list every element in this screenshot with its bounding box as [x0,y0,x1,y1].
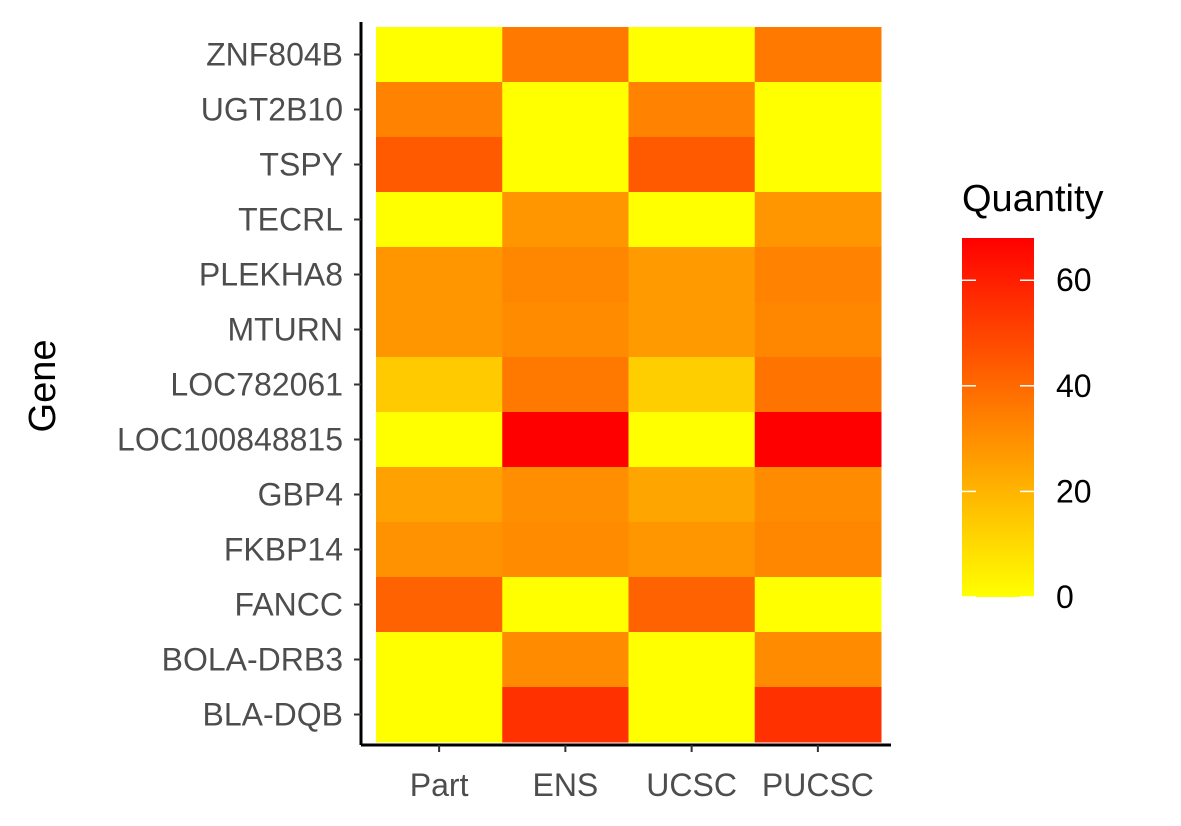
heatmap-cell [755,522,882,578]
heatmap-cells [376,27,882,743]
heatmap-cell [755,467,882,523]
y-tick-label: LOC100848815 [117,422,343,458]
heatmap-cell [376,357,503,413]
legend-tick-label: 20 [1056,473,1092,509]
y-tick-label: LOC782061 [170,367,343,403]
y-tick-label: FANCC [235,587,343,623]
heatmap-cell [376,27,503,83]
heatmap-cell [755,687,882,743]
heatmap-cell [376,522,503,578]
heatmap-cell [502,632,629,688]
heatmap-cell [502,27,629,83]
heatmap-cell [502,357,629,413]
heatmap-cell [629,192,756,248]
y-tick-label: TECRL [238,202,343,238]
heatmap-cell [755,302,882,358]
heatmap-cell [502,412,629,468]
heatmap-cell [502,687,629,743]
heatmap-cell [629,27,756,83]
legend-tick-label: 0 [1056,579,1074,615]
heatmap-cell [629,82,756,138]
heatmap-cell [502,302,629,358]
heatmap-cell [502,522,629,578]
heatmap-cell [376,192,503,248]
heatmap-cell [376,412,503,468]
legend-colorbar [962,238,1034,597]
heatmap-cell [376,687,503,743]
x-tick-label: Part [410,767,469,803]
heatmap-cell [755,137,882,193]
heatmap-cell [502,247,629,303]
heatmap-cell [755,192,882,248]
y-axis-ticks: ZNF804B UGT2B10 TSPY TECRL PLEKHA8 MTURN LOC78… [117,37,361,733]
y-tick-label: MTURN [227,312,343,348]
heatmap-cell [502,467,629,523]
legend-tick-label: 60 [1056,262,1092,298]
heatmap-cell [376,137,503,193]
heatmap-cell [502,137,629,193]
heatmap-cell [629,302,756,358]
y-tick-label: GBP4 [258,477,343,513]
heatmap-cell [755,27,882,83]
heatmap-cell [502,82,629,138]
heatmap-cell [629,632,756,688]
heatmap-cell [629,247,756,303]
x-axis-ticks: Part ENS UCSC PUCSC [410,745,874,803]
heatmap-cell [755,412,882,468]
heatmap-cell [629,522,756,578]
legend-title: Quantity [962,178,1104,220]
heatmap-cell [629,577,756,633]
heatmap-cell [629,412,756,468]
heatmap-cell [755,82,882,138]
y-tick-label: UGT2B10 [201,92,343,128]
heatmap-cell [755,247,882,303]
x-tick-label: UCSC [646,767,737,803]
y-axis-title: Gene [22,340,64,433]
heatmap-cell [376,577,503,633]
x-tick-label: ENS [532,767,598,803]
heatmap-cell [755,577,882,633]
legend-tick-label: 40 [1056,368,1092,404]
heatmap-cell [376,247,503,303]
heatmap-cell [755,632,882,688]
y-tick-label: PLEKHA8 [199,257,343,293]
heatmap-cell [376,467,503,523]
heatmap-cell [502,192,629,248]
heatmap-cell [376,632,503,688]
heatmap-cell [629,467,756,523]
y-tick-label: BLA-DQB [203,697,343,733]
heatmap-cell [502,577,629,633]
heatmap-cell [376,82,503,138]
heatmap-cell [629,687,756,743]
y-tick-label: TSPY [259,147,343,183]
heatmap-cell [755,357,882,413]
heatmap-cell [376,302,503,358]
y-tick-label: FKBP14 [224,532,343,568]
x-tick-label: PUCSC [762,767,874,803]
legend: Quantity 0 20 40 60 [962,178,1104,615]
heatmap-cell [629,357,756,413]
y-tick-label: ZNF804B [206,37,343,73]
heatmap-cell [629,137,756,193]
y-tick-label: BOLA-DRB3 [162,642,343,678]
